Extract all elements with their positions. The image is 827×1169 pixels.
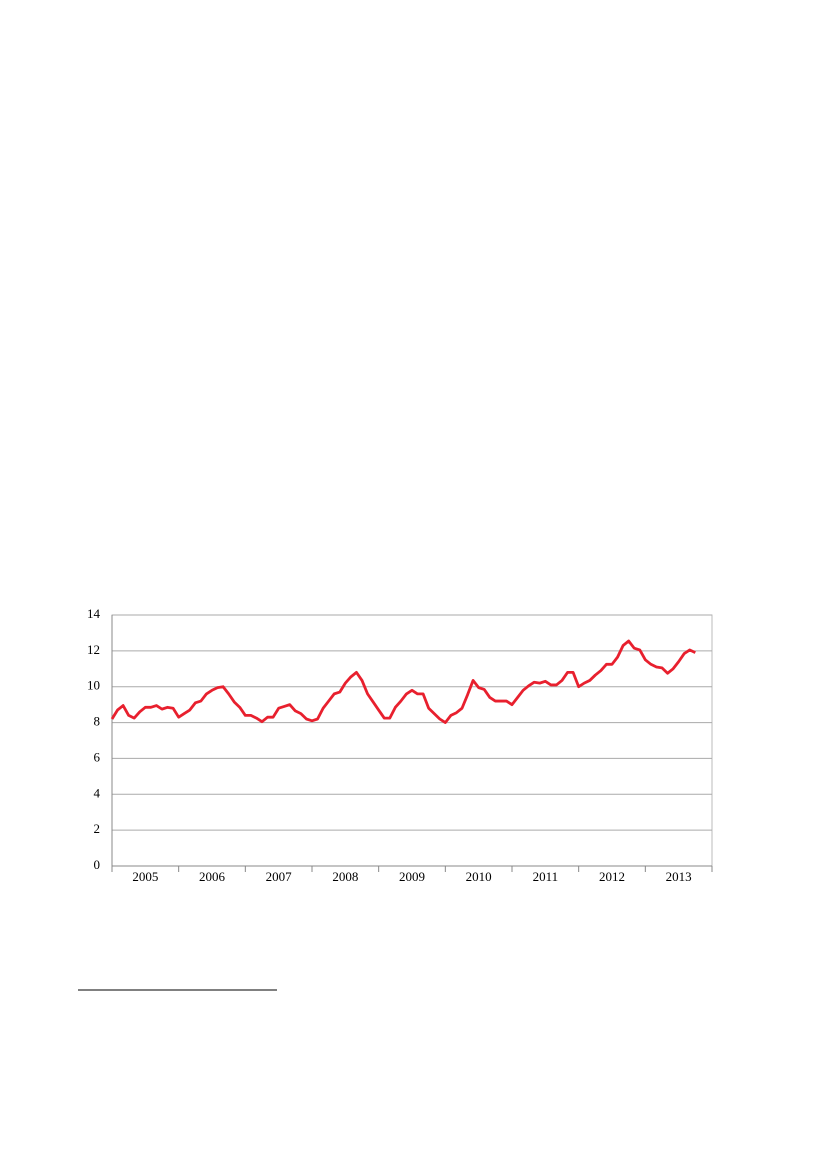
- plot-frame: [111, 614, 713, 867]
- y-tick-label: 6: [94, 749, 101, 764]
- x-tick-label: 2009: [399, 869, 425, 884]
- x-tick-label: 2005: [132, 869, 158, 884]
- y-tick-label: 12: [87, 642, 100, 657]
- y-tick-label: 10: [87, 678, 100, 693]
- x-tick-label: 2008: [332, 869, 358, 884]
- y-tick-label: 14: [87, 606, 101, 621]
- x-tick-label: 2012: [599, 869, 625, 884]
- series-line: [110, 639, 696, 724]
- x-tick-label: 2011: [533, 869, 559, 884]
- x-tick-label: 2013: [666, 869, 692, 884]
- x-tick-label: 2007: [266, 869, 293, 884]
- y-tick-label: 0: [94, 857, 101, 872]
- y-tick-label: 2: [94, 821, 101, 836]
- y-tick-label: 4: [94, 785, 101, 800]
- x-tick-label: 2010: [466, 869, 492, 884]
- x-tick-label: 2006: [199, 869, 226, 884]
- y-tick-label: 8: [94, 714, 101, 729]
